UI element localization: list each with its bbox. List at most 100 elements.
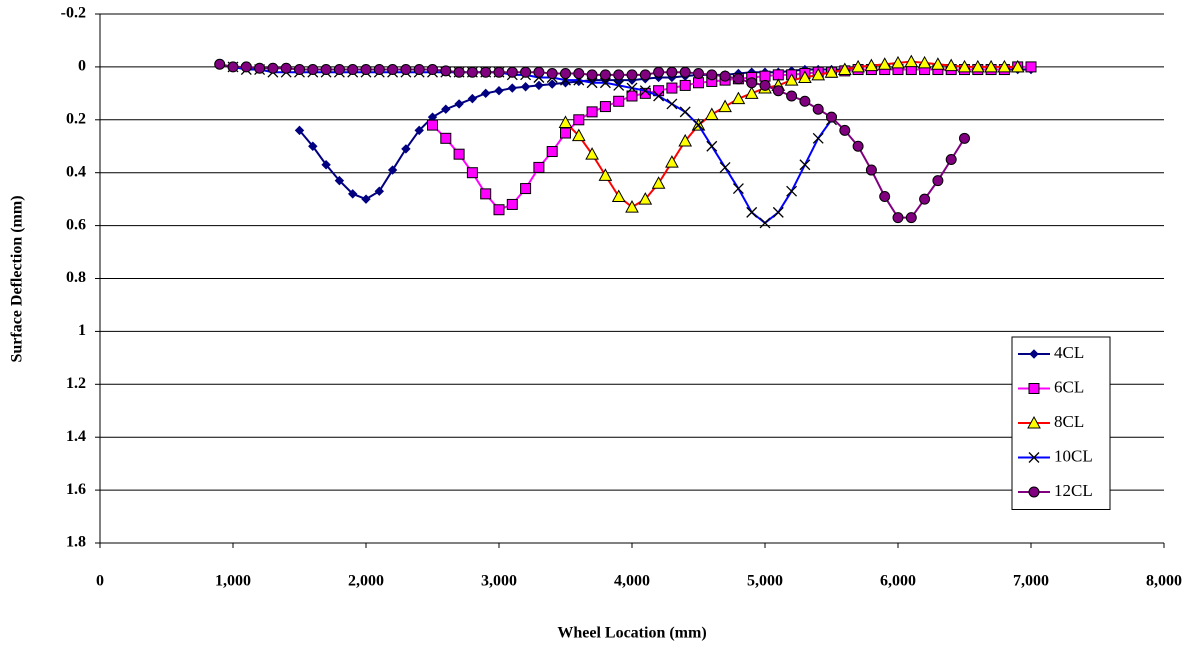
- marker: [732, 73, 744, 85]
- marker: [387, 64, 399, 76]
- marker: [759, 217, 771, 229]
- marker: [1010, 59, 1025, 73]
- marker: [1028, 383, 1040, 394]
- marker: [214, 58, 226, 70]
- marker: [1028, 452, 1040, 463]
- marker: [746, 206, 758, 218]
- marker: [917, 55, 932, 69]
- marker: [931, 57, 945, 70]
- marker: [772, 206, 784, 218]
- marker: [786, 90, 798, 102]
- marker: [665, 155, 679, 168]
- marker: [1029, 349, 1039, 359]
- marker: [586, 106, 598, 118]
- marker: [653, 90, 665, 102]
- marker: [361, 194, 371, 204]
- marker: [639, 85, 651, 97]
- marker: [904, 54, 919, 68]
- marker: [626, 90, 638, 102]
- marker: [347, 189, 358, 199]
- y-tick-label: 1.2: [66, 375, 86, 392]
- marker: [864, 58, 879, 72]
- marker: [387, 165, 398, 175]
- y-tick-label: 1.6: [66, 481, 86, 498]
- marker: [493, 204, 505, 216]
- marker: [798, 70, 812, 83]
- marker: [639, 69, 651, 81]
- marker: [453, 148, 465, 160]
- marker: [957, 59, 972, 73]
- marker: [851, 59, 865, 73]
- marker: [360, 64, 372, 76]
- marker: [611, 189, 626, 203]
- marker: [786, 185, 798, 197]
- marker: [334, 175, 345, 186]
- marker: [997, 59, 1012, 73]
- marker: [506, 198, 518, 210]
- marker: [414, 125, 424, 136]
- marker: [879, 191, 891, 203]
- marker: [865, 164, 877, 176]
- marker: [812, 103, 824, 115]
- marker: [824, 65, 839, 78]
- marker: [970, 59, 985, 73]
- y-tick-label: 1.8: [66, 534, 86, 551]
- marker: [666, 66, 678, 78]
- marker: [240, 61, 252, 73]
- marker: [493, 66, 505, 78]
- marker: [1027, 415, 1041, 429]
- marker: [267, 62, 279, 74]
- marker: [598, 168, 613, 181]
- marker: [679, 106, 691, 118]
- marker: [693, 77, 704, 89]
- x-tick-label: 0: [96, 573, 104, 590]
- marker: [919, 193, 931, 205]
- marker: [719, 70, 731, 82]
- y-tick-label: 1.4: [66, 428, 86, 445]
- marker: [599, 77, 611, 89]
- marker: [613, 69, 625, 81]
- marker: [454, 99, 464, 109]
- marker: [374, 186, 385, 196]
- y-tick-label: 1: [78, 322, 86, 339]
- marker: [571, 128, 586, 142]
- marker: [427, 119, 438, 131]
- marker: [280, 62, 292, 74]
- marker: [759, 70, 771, 82]
- marker: [466, 167, 478, 179]
- marker: [333, 64, 345, 76]
- marker: [320, 64, 332, 76]
- marker: [678, 133, 693, 147]
- y-axis-title: Surface Deflection (mm): [9, 195, 26, 362]
- marker: [693, 119, 704, 131]
- x-tick-label: 8,000: [1146, 573, 1182, 590]
- y-tick-label: 0: [78, 58, 86, 75]
- marker: [772, 69, 784, 81]
- marker: [826, 111, 837, 123]
- marker: [373, 64, 385, 76]
- marker: [494, 85, 504, 96]
- legend: 4CL 6CL 8CL 10CL 12CL: [1011, 336, 1111, 510]
- marker: [308, 141, 318, 151]
- marker: [520, 183, 532, 195]
- y-tick-label: -0.2: [61, 5, 86, 22]
- x-tick-label: 2,000: [348, 573, 384, 590]
- marker: [546, 146, 558, 158]
- marker: [441, 104, 451, 114]
- marker: [679, 79, 691, 91]
- marker: [613, 95, 625, 107]
- marker: [400, 64, 412, 76]
- marker: [453, 66, 465, 78]
- marker: [533, 161, 545, 173]
- marker: [560, 68, 571, 80]
- marker: [547, 79, 557, 89]
- marker: [1025, 61, 1037, 73]
- x-tick-label: 1,000: [215, 573, 251, 590]
- marker: [573, 114, 585, 126]
- marker: [704, 107, 719, 121]
- marker: [945, 153, 957, 165]
- marker: [732, 183, 744, 195]
- legend-label: 10CL: [1054, 446, 1093, 465]
- marker: [467, 93, 478, 104]
